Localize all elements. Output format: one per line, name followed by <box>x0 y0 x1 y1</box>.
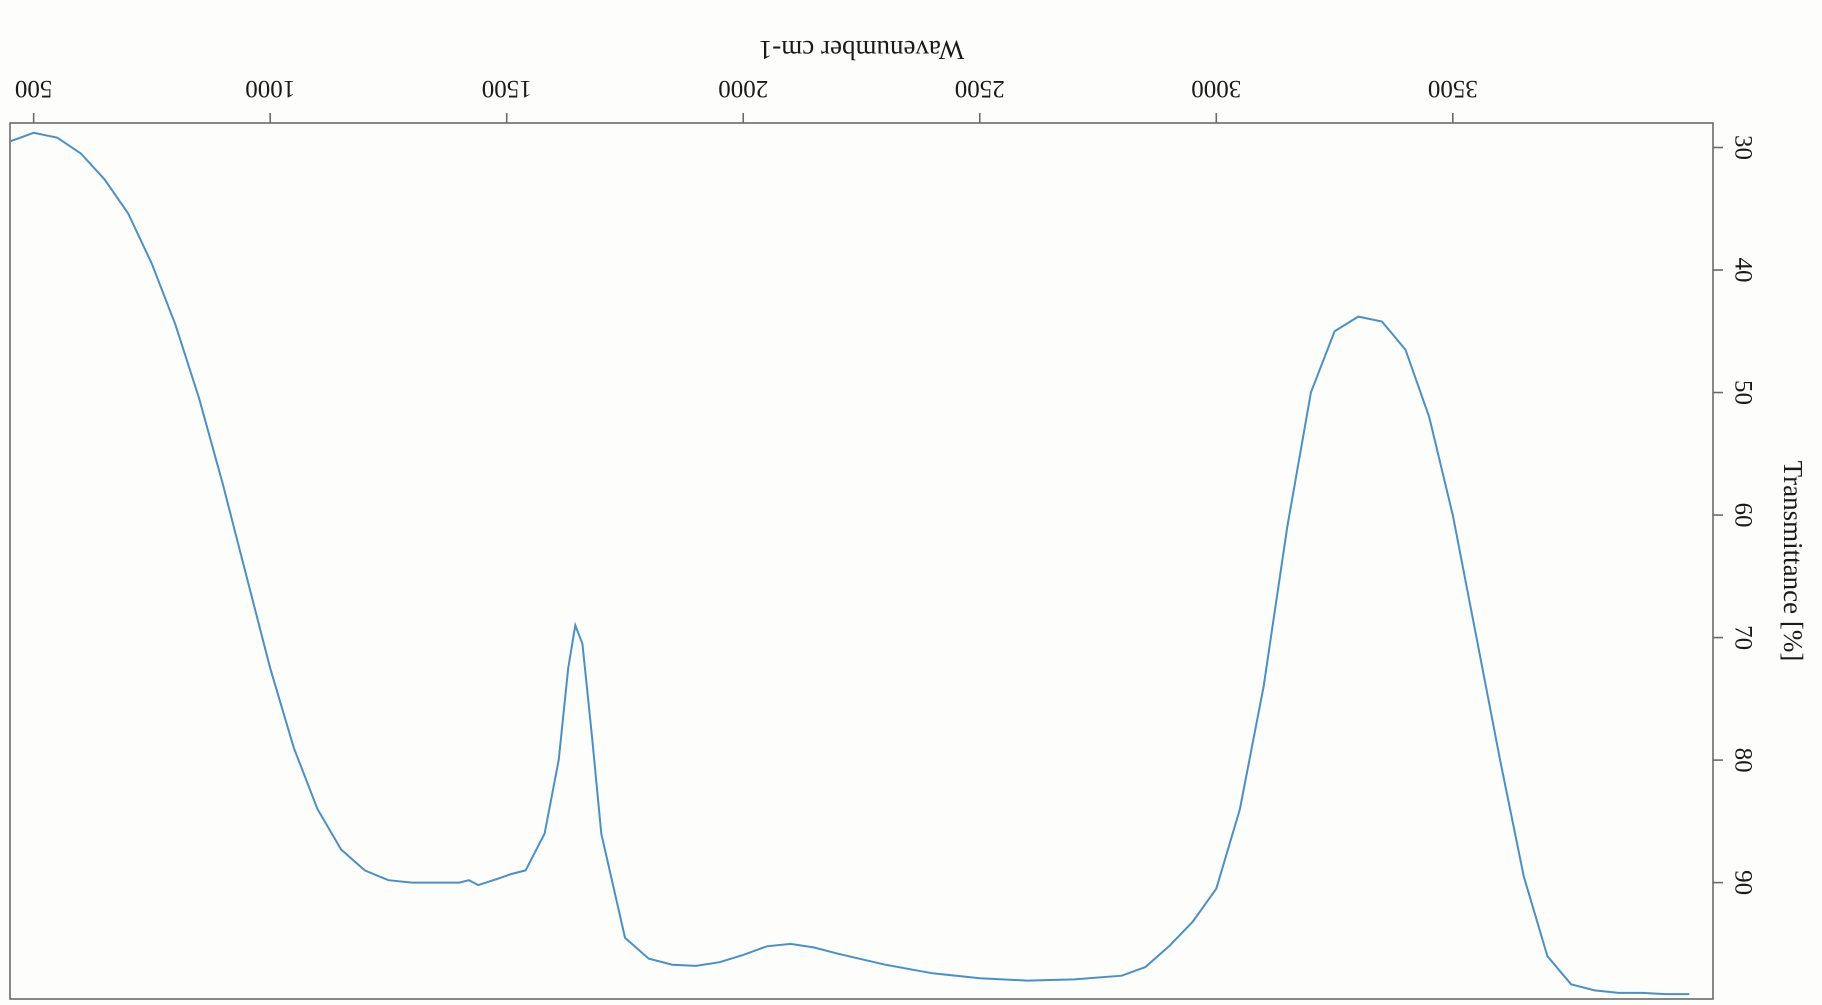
plot-frame <box>9 122 1714 1000</box>
x-tick-label: 3000 <box>1191 75 1241 102</box>
y-tick-label: 30 <box>1730 135 1757 160</box>
x-tick-label: 2000 <box>718 75 768 102</box>
axis-labels: Wavenumber cm-1 Transmittance [%] <box>759 35 1808 661</box>
x-tick-label: 2500 <box>955 75 1005 102</box>
y-axis-label: Transmittance [%] <box>1778 461 1808 662</box>
x-axis-label: Wavenumber cm-1 <box>759 35 965 65</box>
rotated-chart-group: 500 1000 1500 2000 2500 3000 3500 30 40 50 60 70 80… <box>9 35 1808 1000</box>
y-tick-label: 70 <box>1730 625 1757 650</box>
y-tick-label: 50 <box>1730 380 1757 405</box>
y-tick-label: 90 <box>1730 870 1757 895</box>
x-tick-label: 500 <box>15 75 53 102</box>
y-tick-label: 40 <box>1730 258 1757 283</box>
y-tick-label: 60 <box>1730 503 1757 528</box>
y-axis: 30 40 50 60 70 80 90 <box>1713 135 1757 895</box>
x-axis: 500 1000 1500 2000 2500 3000 3500 <box>15 75 1478 123</box>
x-tick-label: 3500 <box>1428 75 1478 102</box>
x-tick-label: 1000 <box>245 75 295 102</box>
x-tick-label: 1500 <box>482 75 532 102</box>
y-tick-label: 80 <box>1730 748 1757 773</box>
series-line <box>9 131 1690 996</box>
